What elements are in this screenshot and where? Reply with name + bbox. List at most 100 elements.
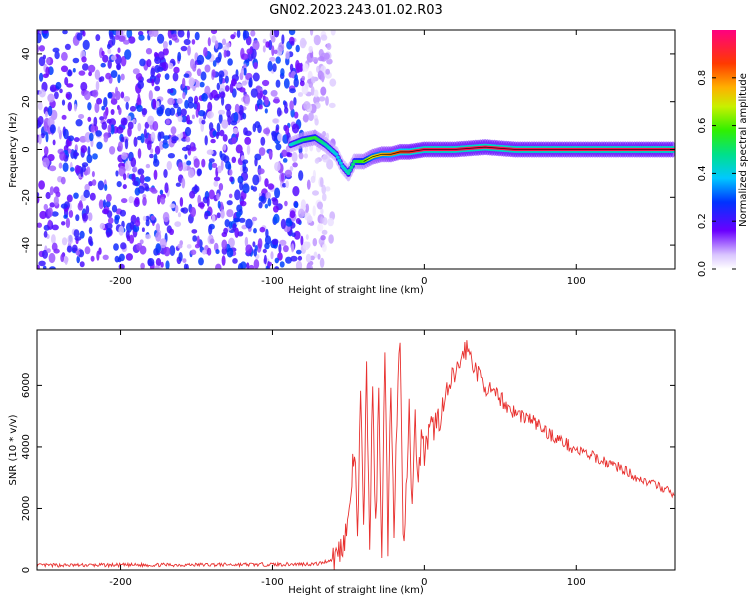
spectrogram-noise-cell: [321, 229, 328, 235]
spectrogram-noise-cell: [139, 239, 144, 245]
spectrogram-noise-cell: [121, 198, 128, 204]
spectrogram-noise-cell: [199, 81, 205, 88]
spectrogram-noise-cell: [75, 214, 80, 222]
spectrogram-noise-cell: [143, 128, 147, 139]
spectrogram-noise-cell: [277, 133, 283, 142]
spectrogram-noise-cell: [150, 215, 156, 221]
spectrogram-noise-cell: [302, 63, 309, 72]
spectrogram-noise-cell: [313, 251, 318, 259]
spectrogram-noise-cell: [276, 107, 282, 117]
spectrogram-noise-cell: [269, 56, 276, 62]
spectrogram-noise-cell: [124, 160, 132, 172]
spectrogram-noise-cell: [226, 109, 231, 118]
spectrogram-noise-cell: [76, 32, 83, 41]
spectrogram-noise-cell: [181, 177, 186, 189]
spectrogram-noise-cell: [99, 222, 106, 230]
spectrogram-noise-cell: [300, 235, 304, 246]
spectrogram-noise-cell: [316, 65, 320, 73]
spectrogram-noise-cell: [187, 101, 194, 109]
spectrogram-noise-cell: [216, 212, 221, 219]
spectrogram-noise-cell: [262, 38, 267, 44]
spectrogram-noise-cell: [245, 36, 252, 46]
spectrogram-noise-cell: [164, 182, 169, 194]
spectrogram-noise-cell: [51, 211, 59, 217]
spectrogram-noise-cell: [120, 117, 128, 126]
spectrogram-noise-cell: [140, 262, 145, 269]
spectrogram-noise-cell: [265, 191, 272, 200]
spectrogram-noise-cell: [106, 193, 112, 202]
spectrogram-noise-cell: [295, 260, 303, 269]
spectrogram-noise-cell: [47, 154, 55, 162]
spectrogram-noise-cell: [204, 64, 211, 73]
spectrogram-noise-cell: [248, 77, 253, 88]
spectrogram-noise-cell: [145, 219, 150, 227]
spectrogram-noise-cell: [170, 126, 177, 135]
spectrogram-noise-cell: [120, 242, 127, 250]
spectrogram-noise-cell: [39, 72, 44, 82]
spectrogram-noise-cell: [202, 249, 207, 255]
spectrogram-noise-cell: [171, 33, 178, 41]
spectrogram-noise-cell: [303, 101, 311, 110]
spectrogram-ytick-label: 20: [21, 95, 32, 108]
spectrogram-noise-cell: [170, 88, 174, 94]
spectrogram-noise-cell: [88, 238, 92, 246]
spectrogram-noise-cell: [288, 30, 296, 36]
spectrogram-noise-cell: [61, 237, 68, 246]
spectrogram-noise-cell: [101, 121, 108, 130]
spectrogram-noise-cell: [107, 92, 113, 99]
spectrogram-noise-cell: [80, 168, 84, 178]
spectrogram-noise-cell: [124, 49, 132, 60]
spectrogram-noise-cell: [196, 235, 200, 247]
spectrogram-noise-cell: [107, 59, 112, 69]
spectrogram-noise-cell: [196, 68, 202, 77]
spectrogram-noise-cell: [252, 40, 260, 51]
spectrogram-noise-cell: [68, 209, 74, 218]
spectrogram-noise-cell: [297, 208, 305, 219]
spectrogram-noise-cell: [135, 72, 143, 81]
spectrogram-noise-cell: [60, 65, 69, 73]
spectrogram-noise-cell: [236, 30, 241, 38]
spectrogram-noise-cell: [68, 135, 75, 142]
spectrogram-noise-cell: [116, 126, 124, 134]
spectrogram-noise-cell: [264, 108, 268, 114]
spectrogram-noise-cell: [242, 112, 247, 120]
spectrogram-noise-cell: [72, 68, 76, 73]
spectrogram-noise-cell: [139, 174, 145, 185]
spectrogram-noise-cell: [98, 77, 103, 83]
spectrogram-noise-cell: [66, 194, 73, 203]
spectrogram-xtick-label: 100: [567, 276, 586, 287]
spectrogram-noise-cell: [244, 96, 251, 105]
spectrogram-noise-cell: [186, 114, 191, 125]
spectrogram-noise-cell: [167, 97, 175, 105]
spectrogram-noise-cell: [231, 156, 237, 163]
spectrogram-noise-cell: [267, 198, 272, 207]
spectrogram-noise-cell: [123, 96, 131, 102]
spectrogram-noise-cell: [242, 159, 249, 164]
signal-core: [351, 162, 355, 166]
spectrogram-noise-cell: [295, 44, 300, 53]
spectrogram-noise-cell: [204, 85, 211, 96]
spectrogram-noise-cell: [185, 136, 191, 143]
spectrogram-noise-cell: [92, 89, 99, 98]
spectrogram-noise-cell: [111, 204, 118, 213]
spectrogram-noise-cell: [251, 216, 258, 222]
spectrogram-noise-cell: [37, 115, 44, 125]
spectrogram-noise-cell: [330, 30, 336, 36]
spectrogram-noise-cell: [62, 30, 68, 35]
spectrogram-noise-cell: [165, 119, 171, 125]
spectrogram-noise-cell: [103, 97, 108, 108]
spectrogram-noise-cell: [157, 194, 161, 205]
spectrogram-noise-cell: [183, 73, 190, 78]
spectrogram-noise-cell: [106, 118, 112, 124]
spectrogram-noise-cell: [85, 205, 90, 215]
signal-core: [338, 161, 343, 165]
spectrogram-noise-cell: [42, 249, 48, 259]
spectrogram-noise-cell: [103, 135, 109, 143]
spectrogram-noise-cell: [302, 113, 309, 123]
spectrogram-noise-cell: [61, 221, 66, 226]
spectrogram-noise-cell: [177, 243, 183, 249]
spectrogram-noise-cell: [37, 196, 40, 204]
spectrogram-noise-cell: [137, 93, 141, 103]
spectrogram-noise-cell: [121, 152, 128, 160]
spectrogram-noise-cell: [232, 127, 239, 135]
